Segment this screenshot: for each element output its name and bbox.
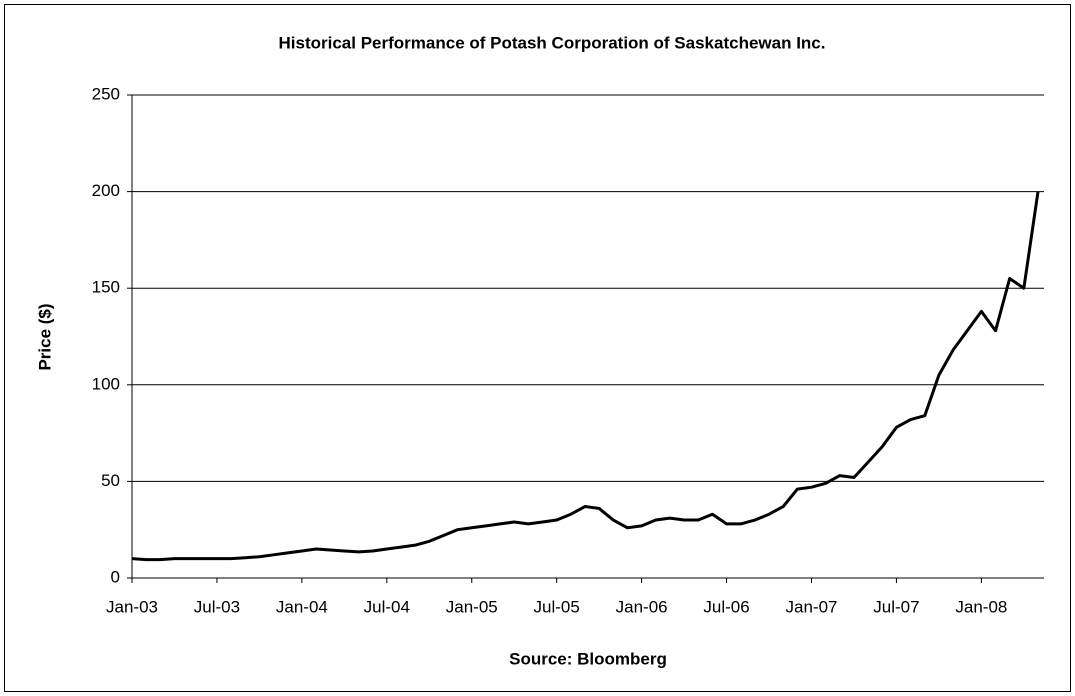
price-line bbox=[131, 191, 1040, 562]
x-axis-label: Source: Bloomberg bbox=[509, 649, 667, 668]
x-tick-label: Jan-06 bbox=[616, 597, 668, 616]
x-tick-label: Jul-06 bbox=[703, 597, 749, 616]
x-tick-label: Jul-03 bbox=[194, 597, 240, 616]
x-tick-label: Jan-08 bbox=[955, 597, 1007, 616]
x-tick-label: Jan-07 bbox=[786, 597, 838, 616]
chart-title: Historical Performance of Potash Corpora… bbox=[279, 33, 826, 52]
y-axis-label: Price ($) bbox=[35, 303, 54, 370]
x-tick-label: Jan-05 bbox=[446, 597, 498, 616]
x-tick-label: Jan-04 bbox=[276, 597, 328, 616]
x-tick-label: Jul-05 bbox=[534, 597, 580, 616]
y-tick-label: 50 bbox=[101, 471, 120, 490]
x-tick-label: Jan-03 bbox=[106, 597, 158, 616]
chart-frame bbox=[4, 4, 1071, 692]
y-tick-label: 200 bbox=[92, 181, 120, 200]
x-tick-label: Jul-07 bbox=[873, 597, 919, 616]
y-tick-label: 0 bbox=[111, 567, 120, 586]
y-tick-label: 150 bbox=[92, 278, 120, 297]
x-tick-label: Jul-04 bbox=[364, 597, 410, 616]
y-tick-label: 250 bbox=[92, 84, 120, 103]
y-tick-label: 100 bbox=[92, 374, 120, 393]
